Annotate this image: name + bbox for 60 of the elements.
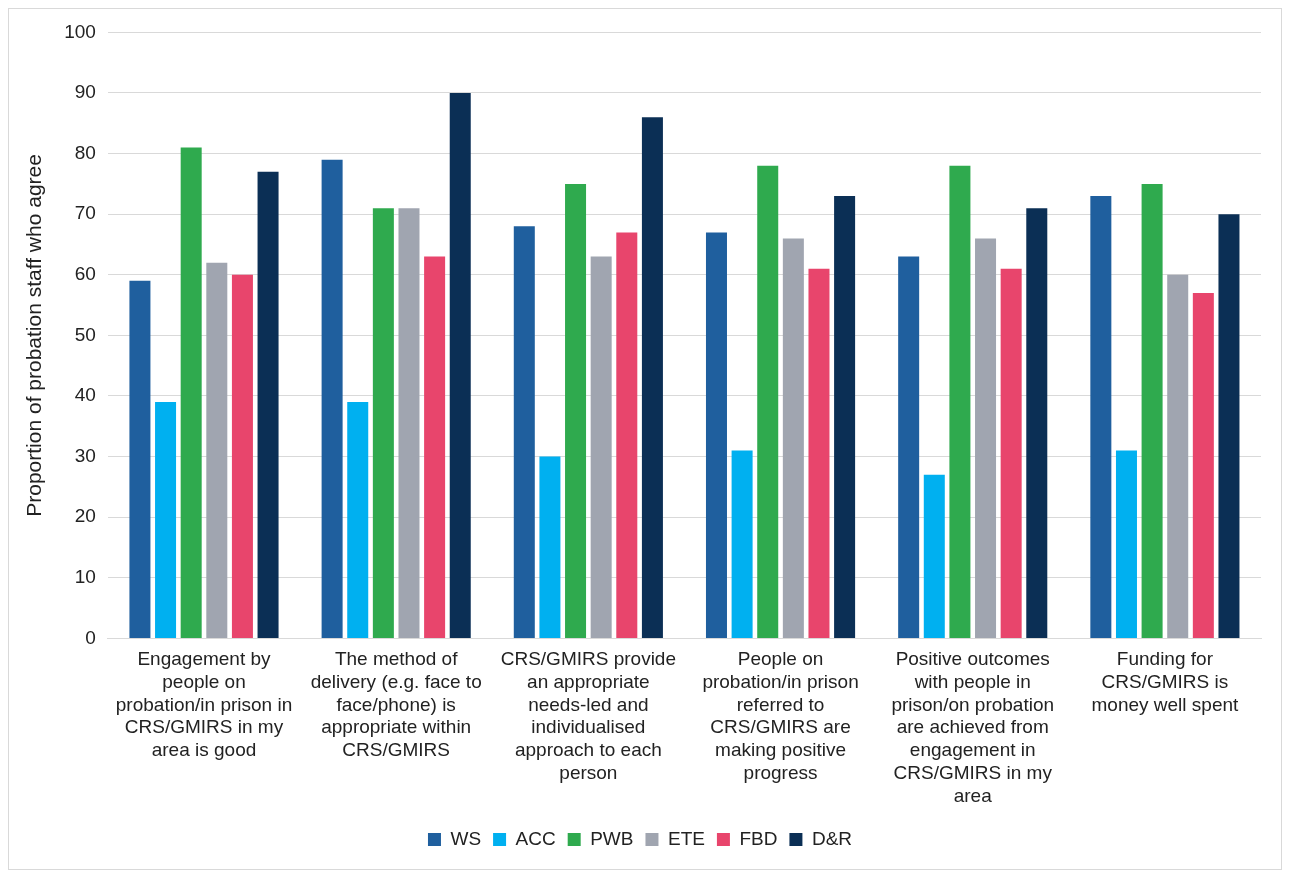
bar	[155, 402, 177, 638]
y-tick-label: 70	[74, 202, 96, 224]
y-tick-label: 30	[74, 444, 96, 466]
bar	[398, 208, 420, 638]
bar	[1115, 450, 1137, 638]
bar	[1026, 208, 1048, 638]
y-tick-label: 0	[85, 626, 96, 648]
x-tick-label: CRS/GMIRS provide an appropriate needs-led and individualised approach to each person	[500, 648, 676, 784]
bar	[424, 256, 446, 638]
bar	[898, 256, 920, 638]
bar	[1192, 292, 1214, 638]
bar	[705, 232, 727, 638]
y-tick-label: 20	[74, 505, 96, 527]
x-tick-label: Engagement by people on probation/in prison in CRS/GMIRS in my area is good	[115, 648, 293, 761]
bar	[129, 280, 151, 638]
y-tick-label: 50	[74, 323, 96, 345]
bar	[834, 196, 856, 638]
bar	[1000, 268, 1022, 638]
bar	[513, 226, 535, 638]
legend-label: PWB	[590, 827, 634, 849]
bar	[975, 238, 997, 638]
y-tick-label: 90	[74, 81, 96, 103]
bar	[782, 238, 804, 638]
x-tick-label: The method of delivery (e.g. face to face/phone) is appropriate within CRS/GMIRS	[310, 648, 482, 761]
bar	[347, 402, 369, 638]
bar	[539, 456, 561, 638]
y-tick-label: 10	[74, 566, 96, 588]
bar	[321, 159, 343, 638]
bar	[1218, 214, 1240, 638]
bar	[1141, 183, 1163, 638]
y-tick-label: 60	[74, 263, 96, 285]
bar	[565, 183, 587, 638]
legend-label: D&R	[811, 827, 853, 849]
legend-label: WS	[450, 827, 482, 849]
bar	[449, 93, 471, 638]
legend-label: ETE	[667, 827, 705, 849]
bar	[949, 165, 971, 638]
bar	[923, 474, 945, 638]
bar	[616, 232, 638, 638]
legend-label: ACC	[515, 827, 556, 849]
bar	[1167, 274, 1189, 638]
bar	[206, 262, 228, 638]
bar	[808, 268, 830, 638]
y-tick-label: 40	[74, 384, 96, 406]
bar	[731, 450, 753, 638]
y-axis-title: Proportion of probation staff who agree	[22, 154, 46, 517]
x-tick-label: Funding for CRS/GMIRS is money well spent	[1091, 648, 1240, 715]
legend-label: FBD	[739, 827, 778, 849]
bar	[231, 274, 253, 638]
x-tick-label: People on probation/in prison referred to CRS/GMIRS are making positive progress	[702, 648, 859, 784]
bar	[1090, 196, 1112, 638]
bar	[641, 117, 663, 638]
x-tick-label: Positive outcomes with people in prison/on probation are achieved from engagement in CRS/GMIRS in my area	[891, 648, 1055, 806]
y-tick-label: 100	[64, 20, 96, 42]
bar	[590, 256, 612, 638]
y-tick-label: 80	[74, 141, 96, 163]
bar	[257, 171, 279, 638]
bar	[372, 208, 394, 638]
bar	[757, 165, 779, 638]
bar	[180, 147, 202, 638]
